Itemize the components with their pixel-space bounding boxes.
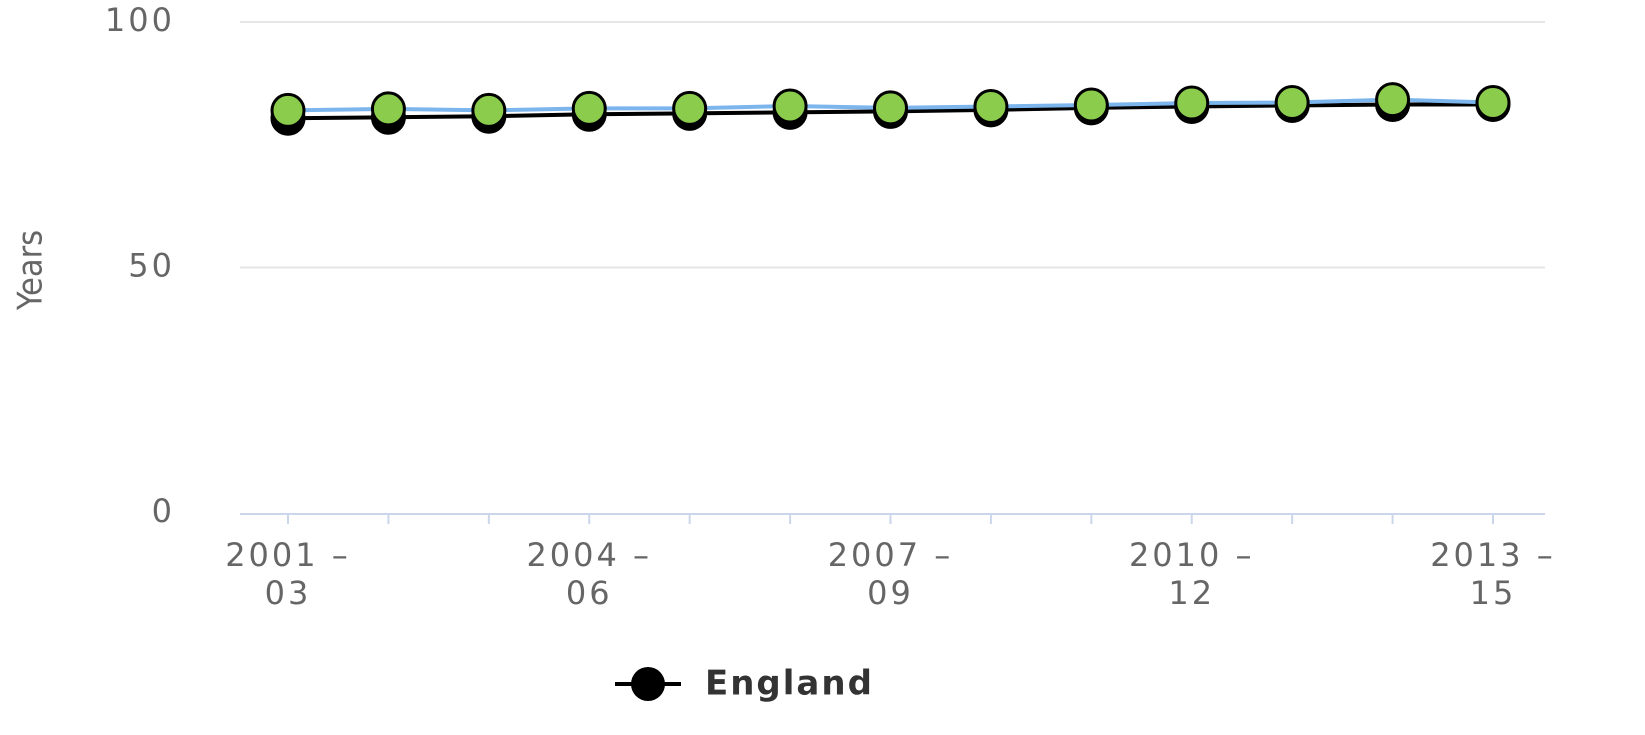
marker xyxy=(973,88,1009,124)
legend-label: England xyxy=(705,664,874,704)
y-tick-label: 0 xyxy=(152,492,175,530)
marker xyxy=(270,92,306,128)
marker xyxy=(370,91,406,127)
y-axis-label: Years xyxy=(11,230,51,311)
marker xyxy=(1475,85,1511,121)
x-tick-label: 2004 – 06 xyxy=(526,536,653,612)
marker xyxy=(1073,87,1109,123)
x-tick-label: 2007 – 09 xyxy=(827,536,954,612)
x-tick-label: 2001 – 03 xyxy=(225,536,351,612)
marker xyxy=(1174,85,1210,121)
marker xyxy=(571,90,607,126)
marker xyxy=(1375,82,1411,118)
x-tick-label: 2013 – 15 xyxy=(1430,536,1556,612)
marker xyxy=(873,90,908,126)
marker xyxy=(1274,85,1310,121)
marker xyxy=(672,90,708,126)
marker xyxy=(471,92,507,128)
marker xyxy=(772,88,808,124)
legend-marker xyxy=(631,667,665,701)
y-tick-label: 50 xyxy=(128,247,175,285)
x-tick-label: 2010 – 12 xyxy=(1128,536,1255,612)
y-tick-label: 100 xyxy=(105,1,175,39)
